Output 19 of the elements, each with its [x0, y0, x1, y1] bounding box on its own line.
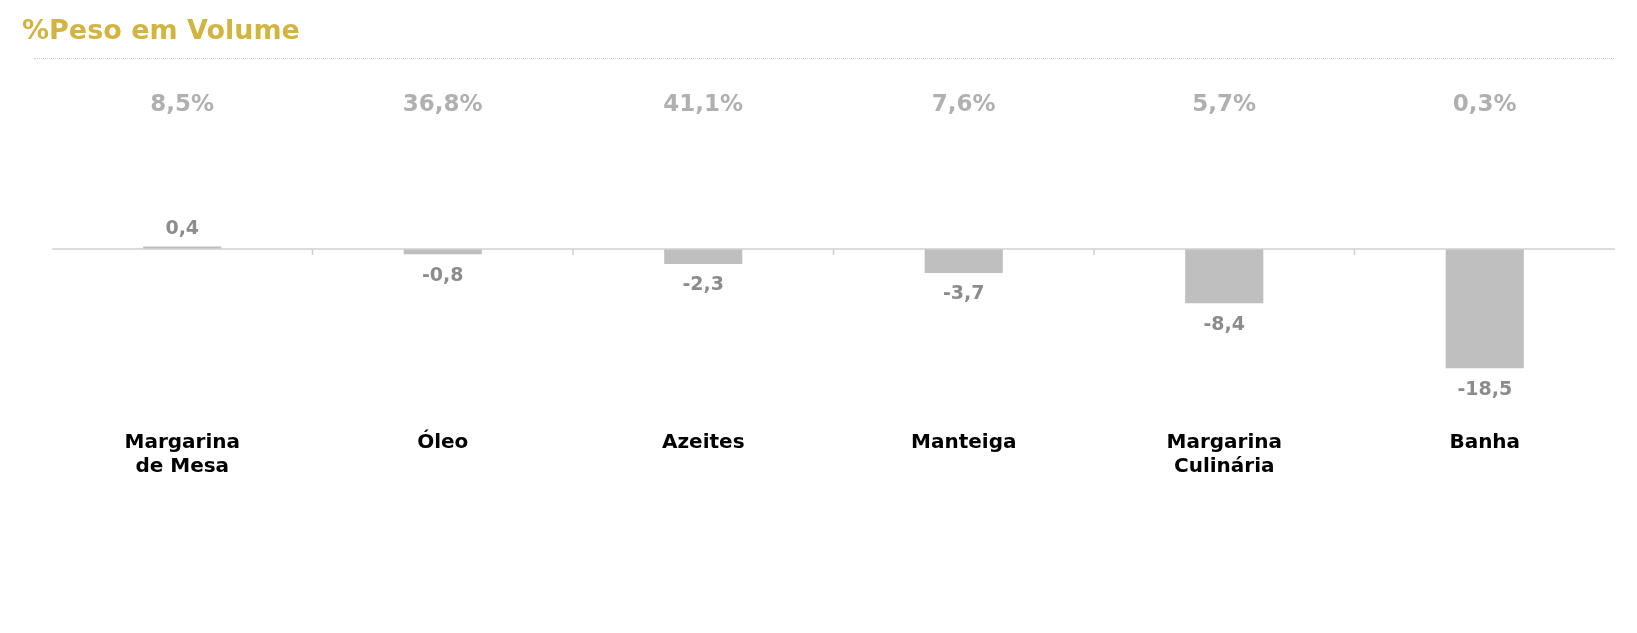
data-label: -0,8	[421, 262, 464, 285]
text: 5,7%	[1192, 89, 1257, 116]
x-tick-label: Óleo	[417, 428, 469, 453]
data-label: 0,4	[165, 215, 200, 238]
text: 36,8%	[402, 89, 483, 116]
data-label: -18,5	[1457, 376, 1513, 399]
text: 7,6%	[931, 89, 996, 116]
data-label: -3,7	[942, 281, 985, 304]
chart-title: %Peso em Volume	[22, 14, 300, 45]
x-tick-label: Margarina Culinária	[1166, 428, 1283, 477]
x-tick-label: Azeites	[661, 428, 745, 453]
x-tick-label: Margarina de Mesa	[124, 428, 241, 477]
text: 41,1%	[663, 89, 744, 116]
text: 8,5%	[150, 89, 215, 116]
x-tick-label: Manteiga	[911, 428, 1017, 453]
text: 0,3%	[1452, 89, 1517, 116]
data-label: -2,3	[682, 272, 725, 295]
data-label: -8,4	[1203, 311, 1246, 334]
x-tick-label: Banha	[1449, 428, 1521, 453]
